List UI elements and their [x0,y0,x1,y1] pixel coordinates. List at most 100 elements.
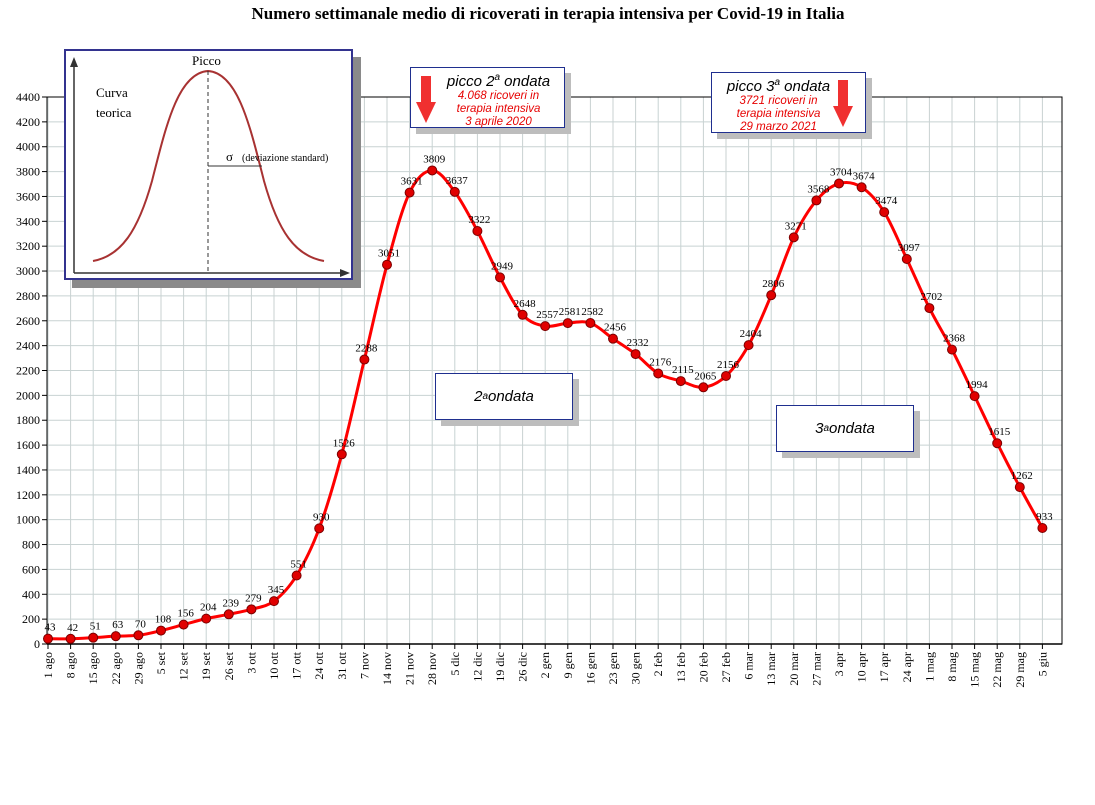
data-point [472,226,483,237]
x-tick-label: 19 dic [493,652,507,682]
data-point [178,619,189,630]
data-label: 1262 [1011,470,1033,482]
x-tick-label: 19 set [199,651,213,680]
data-label: 3474 [875,195,898,207]
data-point [110,631,121,642]
data-point [653,368,664,379]
inset-sigma-symbol: σ [226,149,233,164]
x-axis: 1 ago 8 ago 15 ago 22 ago 29 ago 5 set 12 set 1… [41,644,1049,688]
x-tick-label: 17 ott [290,651,304,679]
data-label: 2456 [604,322,627,334]
data-point [562,318,573,329]
x-tick-label: 1 mag [922,652,936,682]
x-tick-label: 13 feb [674,652,688,682]
x-tick-label: 30 gen [629,652,643,684]
y-tick-label: 3400 [16,214,40,228]
x-tick-label: 3 apr [832,652,846,676]
data-label: 3271 [785,220,807,232]
data-label: 70 [135,618,147,630]
x-tick-label: 23 gen [606,652,620,684]
peak-2-title: picco 2a ondata [446,72,551,90]
data-label: 933 [1036,511,1053,523]
x-tick-label: 24 apr [900,652,914,682]
x-tick-label: 7 nov [357,652,371,679]
x-tick-label: 10 apr [855,652,869,682]
x-tick-label: 27 feb [719,652,733,682]
data-point [43,633,53,644]
inset-y-arrow-icon [70,57,78,67]
data-label: 279 [245,592,262,604]
data-point [449,186,460,197]
y-tick-label: 1600 [16,438,40,452]
inset-sigma-text: (deviazione standard) [242,153,328,164]
y-tick-label: 2600 [16,314,40,328]
data-label: 3097 [898,242,921,254]
data-label: 3704 [830,167,853,179]
inset-curve-label-2: teorica [96,105,132,120]
data-point [969,391,980,402]
data-point [314,523,325,534]
data-label: 42 [67,622,78,634]
y-tick-label: 600 [22,562,40,576]
data-label: 2065 [694,370,717,382]
inset-curve-label-1: Curva [96,85,128,100]
x-tick-label: 22 ago [109,652,123,684]
data-label: 3637 [446,175,469,187]
data-point [201,613,212,624]
data-point [359,354,370,365]
peak-3-title: picco 3a ondata [726,77,831,95]
data-label: 2648 [514,298,537,310]
x-tick-label: 9 gen [561,652,575,678]
data-label: 1526 [333,437,356,449]
x-tick-label: 12 dic [470,652,484,682]
data-point [382,259,392,270]
y-tick-label: 4400 [16,90,40,104]
chart-title: Numero settimanale medio di ricoverati i… [252,4,845,23]
y-tick-label: 1400 [16,463,40,477]
data-point [540,321,551,332]
x-tick-label: 16 gen [583,652,597,684]
peak-2-annotation: picco 2a ondata 4.068 ricoveri in terapi… [410,67,565,128]
y-tick-label: 2000 [16,388,40,402]
data-point [879,207,890,218]
data-point [1037,523,1048,534]
x-tick-label: 31 ott [335,651,349,679]
data-point [743,340,754,351]
x-tick-label: 2 feb [651,652,665,676]
x-tick-label: 20 feb [696,652,710,682]
x-tick-label: 1 ago [41,652,55,678]
data-point [156,625,166,636]
y-tick-label: 3800 [16,165,40,179]
peak-3-line-1: 3721 ricoveri in [739,95,818,107]
data-label: 2115 [672,364,694,376]
data-label: 3322 [468,214,490,226]
data-label: 1994 [966,379,989,391]
data-label: 2582 [581,306,603,318]
y-tick-label: 4000 [16,140,40,154]
data-point [336,449,347,460]
y-tick-label: 2800 [16,289,40,303]
data-label: 2288 [355,343,378,355]
data-point [721,370,731,381]
x-tick-label: 21 nov [403,652,417,685]
data-point [834,178,844,189]
x-tick-label: 27 mar [809,652,823,686]
y-tick-label: 2400 [16,339,40,353]
x-tick-label: 5 set [154,651,168,674]
data-point [630,349,641,360]
data-point [698,382,709,393]
y-tick-label: 400 [22,587,40,601]
y-tick-label: 3600 [16,189,40,203]
x-tick-label: 12 set [177,651,191,680]
data-label: 63 [112,619,124,631]
x-tick-label: 26 set [222,651,236,680]
x-tick-label: 5 dic [448,652,462,676]
peak-2-line-3: 3 aprile 2020 [465,116,532,128]
data-label: 204 [200,602,217,614]
x-tick-label: 29 ago [131,652,145,684]
x-tick-label: 2 gen [538,652,552,678]
data-point [608,333,618,344]
x-tick-label: 10 ott [267,651,281,679]
data-label: 108 [155,614,172,626]
